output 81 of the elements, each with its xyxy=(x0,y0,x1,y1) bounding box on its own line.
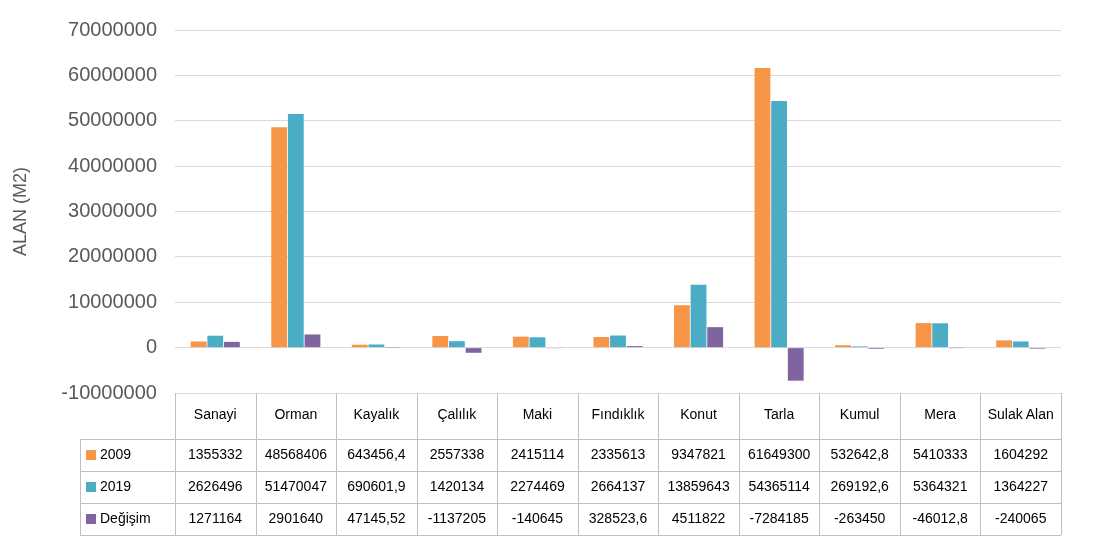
bar xyxy=(271,127,288,348)
x-tick-label: Sulak Alan xyxy=(987,406,1054,423)
bar xyxy=(771,100,787,348)
data-label: 4511822 xyxy=(671,509,726,526)
x-tick-label: Kumul xyxy=(839,406,880,423)
bar xyxy=(432,336,449,348)
data-label: 2626496 xyxy=(188,477,243,494)
legend-label: Değişim xyxy=(100,509,151,526)
bar xyxy=(207,335,224,348)
bar xyxy=(915,323,932,348)
data-label: 47145,52 xyxy=(347,509,406,526)
y-tick-label: 20000000 xyxy=(68,244,157,267)
data-label: 269192,6 xyxy=(830,477,890,494)
data-label: 2415114 xyxy=(510,445,565,462)
data-label: 2664137 xyxy=(590,477,646,494)
y-tick-label: 30000000 xyxy=(68,199,157,222)
bar xyxy=(368,344,385,348)
data-label: 328523,6 xyxy=(588,509,648,526)
bar xyxy=(449,341,465,348)
x-tick-label: Fındıklık xyxy=(591,406,646,423)
data-label: 1604292 xyxy=(993,445,1049,462)
data-label: -263450 xyxy=(833,509,886,526)
y-tick-label: 40000000 xyxy=(68,153,157,176)
x-tick-label: Kayalık xyxy=(353,406,401,423)
y-tick-label: 70000000 xyxy=(68,17,157,40)
data-label: -240065 xyxy=(995,509,1047,526)
y-tick-label: 10000000 xyxy=(68,289,157,312)
data-label: -1137205 xyxy=(427,509,487,526)
data-label: 1420134 xyxy=(429,477,485,494)
data-label: 48568406 xyxy=(264,445,328,462)
data-label: 2557338 xyxy=(429,445,485,462)
data-label: -140645 xyxy=(511,509,564,526)
bar xyxy=(707,327,724,348)
bar xyxy=(690,284,707,348)
data-label: 690601,9 xyxy=(347,477,406,494)
data-label: 5410333 xyxy=(912,445,968,462)
data-label: -46012,8 xyxy=(912,509,969,526)
bar xyxy=(190,341,207,348)
bar xyxy=(512,336,529,348)
bar xyxy=(529,337,546,348)
bar xyxy=(287,114,304,348)
bar xyxy=(787,348,804,381)
data-label: 54365114 xyxy=(748,477,810,494)
legend-label: 2009 xyxy=(100,445,132,462)
bar xyxy=(1012,341,1029,348)
x-tick-label: Tarla xyxy=(763,406,795,423)
data-label: 51470047 xyxy=(264,477,328,494)
y-tick-label: 60000000 xyxy=(68,62,157,85)
bar xyxy=(304,334,321,348)
x-tick-label: Konut xyxy=(680,406,717,423)
data-label: 1364227 xyxy=(993,477,1049,494)
x-tick-label: Sanayi xyxy=(193,406,237,423)
bar xyxy=(754,67,771,348)
bar xyxy=(465,348,482,353)
y-tick-label: 0 xyxy=(145,335,157,358)
data-label: 1271164 xyxy=(188,509,243,526)
bar xyxy=(224,341,240,348)
data-label: 532642,8 xyxy=(830,445,890,462)
x-tick-label: Orman xyxy=(274,406,318,423)
data-label: 61649300 xyxy=(747,445,811,462)
data-label: 5364321 xyxy=(912,477,968,494)
x-tick-label: Mera xyxy=(924,406,957,423)
y-tick-label: 50000000 xyxy=(68,108,157,131)
data-label: -7284185 xyxy=(749,509,809,526)
bar xyxy=(593,337,610,348)
bar xyxy=(673,305,690,348)
bar xyxy=(996,340,1012,348)
data-label: 13859643 xyxy=(667,477,730,494)
y-tick-label: -10000000 xyxy=(61,380,157,403)
x-tick-label: Çalılık xyxy=(437,406,478,423)
data-label: 2274469 xyxy=(510,477,565,494)
data-label: 1355332 xyxy=(188,445,243,462)
data-label: 9347821 xyxy=(671,445,726,462)
y-axis-title: ALAN (M2) xyxy=(9,166,30,257)
x-tick-label: Maki xyxy=(522,406,553,423)
data-label: 2901640 xyxy=(268,509,324,526)
bar xyxy=(610,335,626,348)
data-label: 643456,4 xyxy=(347,445,406,462)
data-label: 2335613 xyxy=(590,445,646,462)
bar xyxy=(932,323,949,348)
legend-label: 2019 xyxy=(100,477,132,494)
